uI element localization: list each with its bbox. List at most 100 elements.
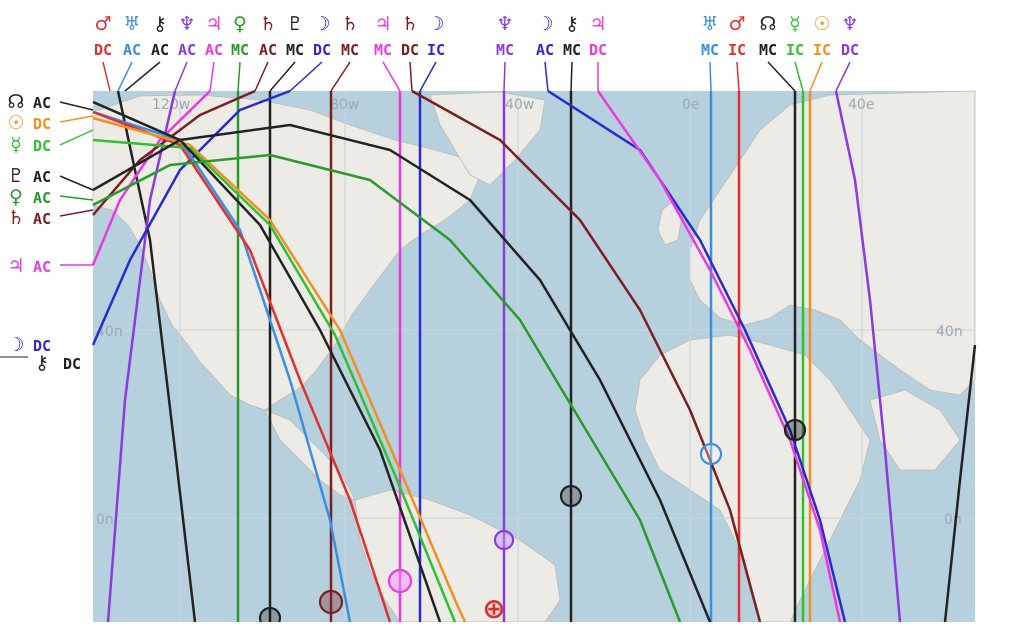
- jupiter-glyph-icon: ♃: [205, 13, 222, 35]
- top-label-uranus-mc: MC: [701, 41, 719, 59]
- top-label-jupiter-mc: MC: [374, 41, 392, 59]
- birth-location-icon[interactable]: ⊕: [482, 592, 505, 625]
- lon-label-80w: 80w: [330, 97, 359, 113]
- top-label-saturn-dc: DC: [401, 41, 419, 59]
- top-label-mars-ic: IC: [728, 41, 746, 59]
- top-label-chiron-ac: AC: [151, 41, 169, 59]
- mars-glyph-icon: ♂: [728, 13, 745, 35]
- line-node-ac[interactable]: [92, 100, 442, 623]
- uranus-glyph-icon: ♅: [701, 13, 718, 35]
- top-label-jupiter-dc: DC: [589, 41, 607, 59]
- world-map-background: 120w 80w 40w 0e 40e 40n 0n 40n 0n: [92, 90, 976, 623]
- chiron-glyph-icon: ⚷: [153, 13, 167, 35]
- venus-glyph-icon: ♀: [233, 13, 247, 35]
- pluto-glyph-icon: ♇: [286, 13, 303, 35]
- crossing-marker-uranus[interactable]: [699, 442, 723, 466]
- landmass-greenland: [429, 91, 546, 186]
- lon-label-40e: 40e: [848, 97, 874, 113]
- node-glyph-icon: ☊: [8, 91, 25, 113]
- top-label-chiron-mc: MC: [563, 41, 581, 59]
- moon-glyph-icon: ☽: [7, 334, 24, 356]
- left-label-saturn-ac: AC: [33, 210, 51, 228]
- top-label-uranus-ac: AC: [123, 41, 141, 59]
- jupiter-glyph-icon: ♃: [589, 13, 606, 35]
- top-label-neptune-dc: DC: [841, 41, 859, 59]
- line-pluto-ac[interactable]: [92, 123, 712, 623]
- uranus-glyph-icon: ♅: [123, 13, 140, 35]
- crossing-marker-chiron[interactable]: [559, 484, 583, 508]
- lat-label-0n-left: 0n: [96, 512, 114, 528]
- line-chiron-dc[interactable]: [943, 344, 977, 623]
- line-uranus-ac[interactable]: [92, 110, 352, 623]
- line-mercury-dc[interactable]: [92, 138, 457, 623]
- line-sun-dc[interactable]: [92, 116, 467, 623]
- jupiter-glyph-icon: ♃: [374, 13, 391, 35]
- top-label-moon-dc: DC: [313, 41, 331, 59]
- top-label-saturn-ac: AC: [259, 41, 277, 59]
- top-label-neptune-mc: MC: [496, 41, 514, 59]
- line-moon-ac[interactable]: [91, 89, 291, 346]
- lon-label-0e: 0e: [682, 97, 700, 113]
- top-label-pluto-mc: MC: [286, 41, 304, 59]
- pluto-glyph-icon: ♇: [7, 165, 24, 187]
- node-glyph-icon: ☊: [760, 13, 777, 35]
- label-leaders: [0, 61, 851, 358]
- top-label-mars-dc: DC: [94, 41, 112, 59]
- venus-glyph-icon: ♀: [9, 186, 23, 208]
- chiron-glyph-icon: ⚷: [565, 13, 579, 35]
- top-label-jupiter-ac: AC: [205, 41, 223, 59]
- mercury-glyph-icon: ☿: [10, 134, 22, 156]
- top-label-neptune-ac: AC: [178, 41, 196, 59]
- lat-label-40n-right: 40n: [936, 324, 963, 340]
- top-label-moon-ac: AC: [536, 41, 554, 59]
- lat-label-0n-right: 0n: [944, 512, 962, 528]
- left-label-venus-ac: AC: [33, 189, 51, 207]
- sun-glyph-icon: ☉: [7, 112, 24, 134]
- top-label-saturn-mc: MC: [341, 41, 359, 59]
- line-jupiter-dc[interactable]: [596, 90, 842, 623]
- left-label-sun-dc: DC: [33, 115, 51, 133]
- line-saturn-dc[interactable]: [411, 89, 762, 623]
- crossing-marker-saturn[interactable]: [318, 589, 344, 615]
- moon-glyph-icon: ☽: [427, 13, 444, 35]
- jupiter-glyph-icon: ♃: [7, 255, 24, 277]
- crossing-marker-neptune[interactable]: [493, 529, 515, 551]
- left-label-moon-dc: DC: [33, 337, 51, 355]
- mars-glyph-icon: ♂: [94, 13, 111, 35]
- left-line-labels: ☊ AC☉ DC☿ DC♇ AC♀ AC♄ AC♃ AC☽ DC⚷ DC: [7, 91, 81, 374]
- crossing-marker-pluto[interactable]: [258, 606, 282, 626]
- saturn-glyph-icon: ♄: [341, 13, 358, 35]
- crossing-marker-node[interactable]: [783, 418, 807, 442]
- top-label-moon-ic: IC: [427, 41, 445, 59]
- line-jupiter-ac[interactable]: [91, 90, 211, 266]
- line-mars-dc[interactable]: [92, 110, 392, 623]
- top-label-venus-mc: MC: [231, 41, 249, 59]
- moon-glyph-icon: ☽: [536, 13, 553, 35]
- neptune-glyph-icon: ♆: [178, 13, 195, 35]
- saturn-glyph-icon: ♄: [401, 13, 418, 35]
- top-label-sun-ic: IC: [813, 41, 831, 59]
- left-label-node-ac: AC: [33, 94, 51, 112]
- saturn-glyph-icon: ♄: [259, 13, 276, 35]
- neptune-glyph-icon: ♆: [841, 13, 858, 35]
- crossing-marker-jupiter[interactable]: [387, 568, 413, 594]
- line-neptune-dc[interactable]: [834, 90, 902, 623]
- graticule: [93, 91, 975, 622]
- left-label-jupiter-ac: AC: [33, 258, 51, 276]
- lon-label-40w: 40w: [505, 97, 534, 113]
- lat-label-40n-left: 40n: [96, 324, 123, 340]
- mercury-glyph-icon: ☿: [789, 13, 801, 35]
- moon-glyph-icon: ☽: [313, 13, 330, 35]
- neptune-glyph-icon: ♆: [496, 13, 513, 35]
- chiron-glyph-icon: ⚷: [35, 352, 49, 374]
- top-line-labels: ♂ DC ♅ AC ⚷ AC ♆ AC ♃ AC ♀ MC ♄ AC ♇ MC ☽ DC ♄ MC ♃ MC ♄ DC ☽ IC ♆…: [94, 13, 859, 59]
- saturn-glyph-icon: ♄: [7, 207, 24, 229]
- top-label-node-mc: MC: [759, 41, 777, 59]
- left-label-mercury-dc: DC: [33, 137, 51, 155]
- sun-glyph-icon: ☉: [813, 13, 830, 35]
- line-venus-ac[interactable]: [92, 153, 682, 623]
- left-label-chiron-dc: DC: [63, 355, 81, 373]
- top-label-mercury-ic: IC: [786, 41, 804, 59]
